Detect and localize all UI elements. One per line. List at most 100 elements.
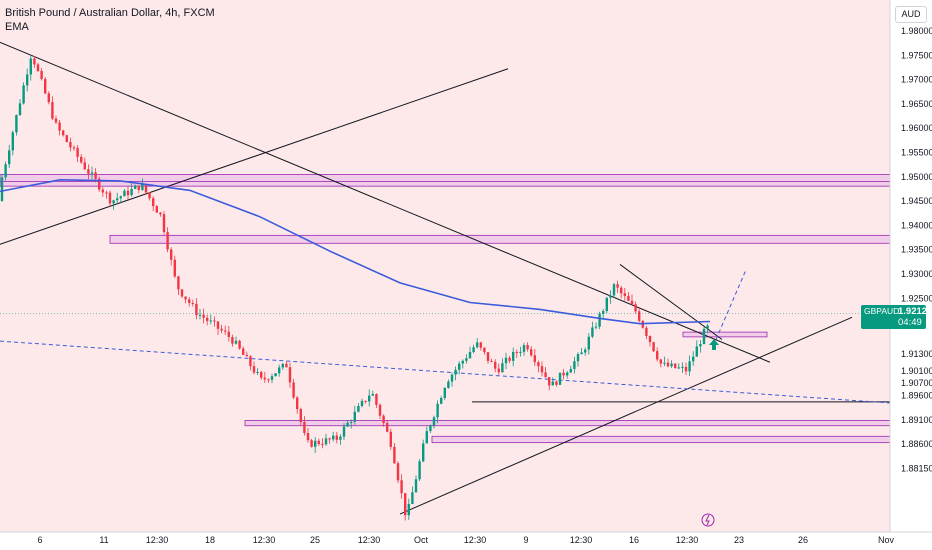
candle-body	[342, 426, 346, 437]
candle-body	[497, 368, 500, 373]
candle-body	[504, 357, 508, 364]
price-tag-value: 1.92123	[898, 306, 932, 317]
price-tick-label: 1.90700	[901, 378, 932, 388]
candle-body	[33, 58, 36, 65]
candle-body	[299, 409, 302, 423]
candle-body	[666, 362, 670, 367]
candle-body	[674, 363, 677, 368]
candle-body	[479, 342, 482, 348]
candle-body	[458, 363, 461, 370]
candle-body	[285, 363, 288, 368]
chart-plot-area[interactable]	[0, 0, 890, 532]
trendlines-layer	[0, 41, 891, 515]
candle-body	[688, 361, 691, 372]
candle-body	[4, 164, 7, 178]
candle-body	[54, 118, 58, 123]
time-tick-label: 16	[629, 535, 639, 545]
candle-body	[245, 354, 248, 357]
candle-body	[422, 443, 425, 462]
time-tick-label: 26	[798, 535, 808, 545]
candle-body	[296, 397, 299, 410]
candle-body	[580, 352, 583, 355]
candle-body	[450, 374, 454, 382]
candle-body	[116, 198, 119, 201]
candle-body	[684, 366, 688, 372]
candle-body	[602, 311, 605, 314]
time-tick-label: 18	[205, 535, 215, 545]
candle-body	[22, 85, 25, 104]
candle-body	[663, 362, 666, 364]
candle-body	[252, 366, 256, 373]
lightning-icon	[701, 513, 715, 527]
price-tick-label: 1.98000	[901, 26, 932, 36]
indicator-label[interactable]: EMA	[5, 21, 29, 33]
price-tick-label: 1.93000	[901, 269, 932, 279]
trendline	[619, 264, 723, 340]
candle-body	[486, 352, 490, 361]
candle-body	[425, 431, 428, 444]
candle-body	[180, 289, 184, 297]
time-axis: 6 11 12:30 18 12:30 25 12:30 Oct 12:30 9 12:30 16 12…	[37, 535, 894, 545]
candle-body	[526, 345, 529, 350]
candle-body	[591, 327, 594, 337]
candle-body	[328, 438, 331, 440]
candle-body	[18, 103, 22, 116]
currency-badge[interactable]: AUD	[895, 6, 927, 23]
candle-body	[278, 367, 281, 374]
candle-body	[382, 415, 385, 424]
candle-body	[267, 379, 270, 381]
candle-body	[440, 397, 443, 404]
sr-zone	[109, 234, 891, 244]
time-tick-label: 12:30	[358, 535, 381, 545]
price-tick-label: 1.95000	[901, 172, 932, 182]
candle-body	[706, 325, 709, 329]
candle-body	[288, 367, 292, 383]
candle-body	[332, 435, 335, 440]
candle-body	[357, 405, 360, 412]
candle-body	[15, 115, 18, 133]
candle-body	[191, 303, 194, 305]
candle-body	[508, 357, 511, 361]
candle-body	[335, 435, 338, 440]
candle-body	[562, 372, 565, 376]
candle-body	[130, 188, 133, 196]
candle-body	[198, 314, 202, 316]
candle-body	[537, 362, 540, 367]
candle-body	[87, 169, 90, 174]
candle-body	[605, 297, 608, 312]
candle-body	[436, 403, 439, 418]
ema-line	[0, 178, 711, 325]
candle-body	[638, 311, 641, 321]
candle-body	[159, 212, 162, 215]
trendline	[0, 68, 509, 245]
candle-body	[494, 361, 497, 369]
time-tick-label: 6	[37, 535, 42, 545]
time-tick-label: 12:30	[146, 535, 169, 545]
candle-body	[353, 411, 356, 422]
candle-body	[627, 295, 630, 301]
price-tick-label: 1.97500	[901, 50, 932, 60]
time-tick-label: 11	[99, 535, 108, 545]
candle-body	[612, 284, 616, 296]
candle-body	[44, 78, 47, 94]
candle-body	[522, 345, 526, 352]
candle-body	[202, 314, 205, 318]
candle-body	[260, 371, 263, 378]
candle-body	[443, 388, 446, 398]
candle-body	[242, 348, 245, 355]
candle-body	[314, 440, 317, 447]
candle-body	[652, 342, 655, 352]
candle-body	[216, 321, 220, 329]
candle-body	[364, 400, 367, 402]
candle-body	[598, 313, 601, 327]
price-tick-label: 1.92500	[901, 293, 932, 303]
time-tick-label: Oct	[414, 535, 429, 545]
candle-body	[324, 438, 328, 445]
price-tick-label: 1.93500	[901, 245, 932, 255]
candle-body	[105, 192, 108, 194]
candle-body	[670, 363, 673, 367]
candle-body	[432, 417, 436, 426]
candle-body	[551, 381, 554, 386]
candle-body	[148, 192, 151, 199]
